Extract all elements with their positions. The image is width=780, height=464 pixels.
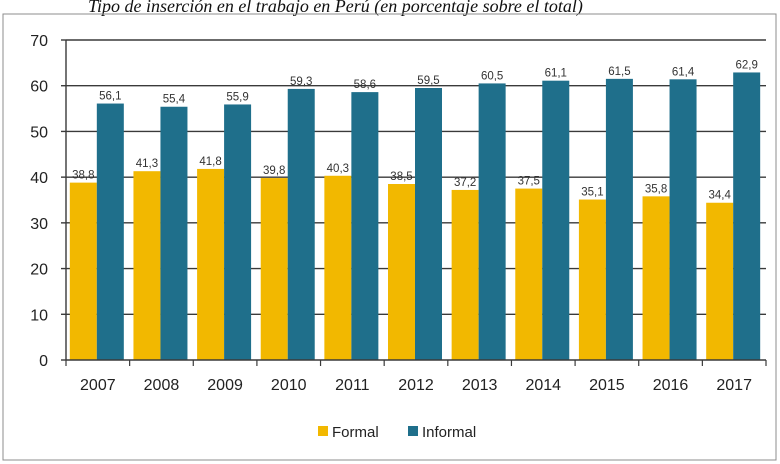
x-tick-label: 2011 — [335, 377, 370, 394]
x-tick-label: 2016 — [653, 377, 689, 394]
bar-informal — [478, 83, 506, 360]
x-tick-label: 2015 — [589, 377, 625, 394]
x-tick-label: 2013 — [462, 377, 498, 394]
bar-formal — [197, 168, 225, 360]
data-label: 35,1 — [581, 187, 603, 199]
data-label: 38,5 — [390, 171, 412, 183]
data-label: 58,6 — [354, 79, 376, 91]
bar-informal — [733, 72, 761, 360]
bar-formal — [578, 199, 606, 360]
bar-formal — [260, 178, 288, 360]
bar-informal — [605, 78, 633, 360]
data-label: 35,8 — [645, 183, 667, 195]
chart-border — [2, 13, 777, 461]
x-tick-label: 2017 — [716, 377, 752, 394]
x-tick-label: 2012 — [398, 377, 434, 394]
data-label: 40,3 — [327, 163, 349, 175]
y-tick-label: 70 — [30, 33, 48, 50]
data-labels: 38,8 56,1 41,3 55,4 41,8 55,9 39,8 59,3 40,3 58,6… — [72, 59, 758, 201]
y-axis: 0 10 20 30 40 50 60 70 — [30, 33, 67, 370]
data-label: 37,2 — [454, 177, 476, 189]
data-label: 41,8 — [199, 156, 221, 168]
bar-informal — [287, 88, 315, 361]
bar-informal — [542, 80, 570, 360]
y-tick-label: 20 — [30, 262, 48, 279]
bar-informal — [96, 103, 124, 361]
data-label: 61,5 — [608, 66, 630, 78]
data-label: 60,5 — [481, 70, 503, 82]
data-label: 41,3 — [136, 158, 158, 170]
bar-formal — [515, 188, 543, 360]
bar-informal — [669, 79, 697, 361]
y-tick-label: 50 — [30, 124, 48, 141]
data-label: 39,8 — [263, 165, 285, 177]
bar-formal — [706, 202, 734, 360]
data-label: 61,1 — [545, 68, 567, 80]
data-label: 59,5 — [417, 75, 439, 87]
data-label: 55,4 — [163, 94, 186, 106]
y-tick-label: 40 — [30, 170, 48, 187]
x-tick-label: 2010 — [271, 377, 307, 394]
legend: Formal Informal — [318, 424, 476, 441]
bar-informal — [351, 92, 379, 360]
bar-formal — [388, 184, 415, 360]
data-label: 55,9 — [226, 91, 248, 103]
data-label: 34,4 — [708, 190, 731, 202]
legend-swatch-informal — [408, 426, 418, 436]
chart-caption: Tipo de inserción en el trabajo en Perú … — [88, 0, 583, 16]
y-tick-label: 0 — [39, 353, 48, 370]
legend-swatch-formal — [318, 426, 328, 436]
legend-label-informal: Informal — [422, 424, 476, 441]
data-label: 56,1 — [99, 91, 121, 103]
x-tick-label: 2014 — [525, 377, 561, 394]
bar-informal — [415, 88, 442, 360]
bar-informal — [224, 104, 252, 360]
data-label: 38,8 — [72, 170, 94, 182]
legend-label-formal: Formal — [332, 424, 379, 441]
y-tick-label: 10 — [30, 307, 48, 324]
x-tick-label: 2009 — [207, 377, 243, 394]
data-label: 59,3 — [290, 76, 312, 88]
x-axis: 2007 2008 2009 2010 2011 2012 2013 2014 2015 2016… — [65, 359, 767, 394]
y-tick-label: 60 — [30, 79, 48, 96]
data-label: 37,5 — [518, 176, 540, 188]
bar-formal — [69, 182, 97, 360]
bars — [69, 72, 761, 361]
x-tick-label: 2008 — [144, 377, 180, 394]
x-tick-label: 2007 — [80, 377, 116, 394]
bar-formal — [451, 189, 479, 360]
bar-formal — [642, 196, 670, 360]
data-label: 61,4 — [672, 66, 695, 78]
bar-formal — [324, 175, 352, 360]
bar-informal — [160, 106, 188, 360]
bar-formal — [133, 171, 161, 360]
data-label: 62,9 — [735, 59, 757, 71]
y-tick-label: 30 — [30, 216, 48, 233]
